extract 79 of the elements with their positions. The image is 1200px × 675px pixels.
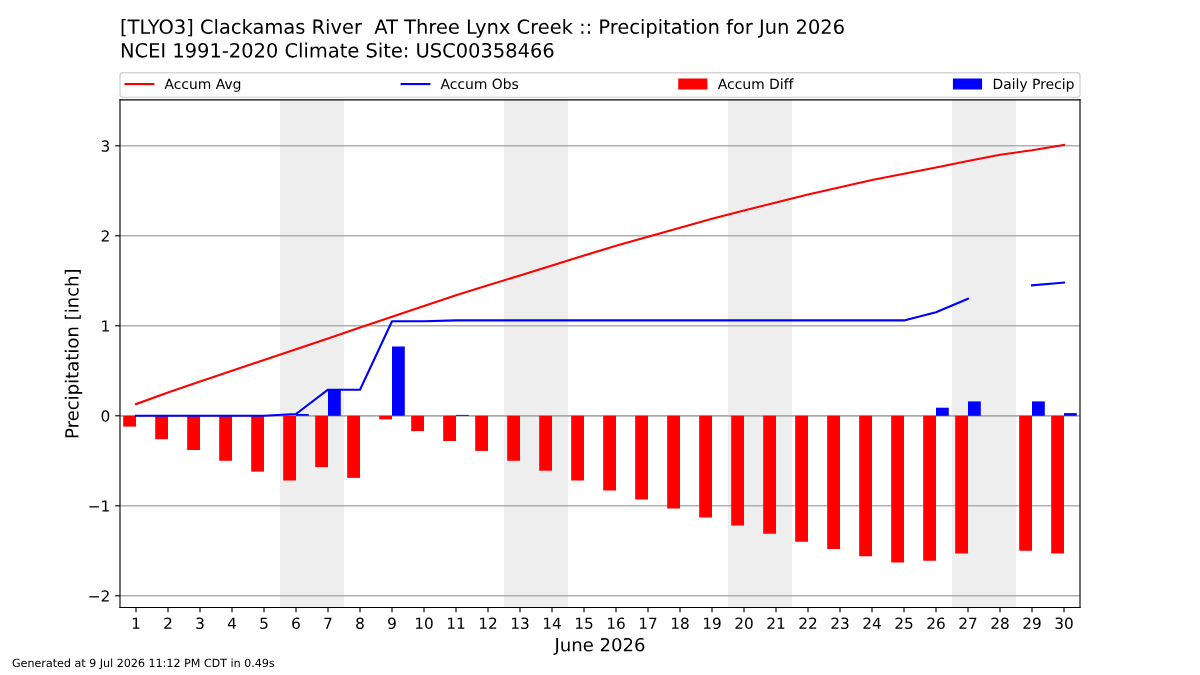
bar	[219, 415, 232, 461]
x-tick-label: 16	[607, 617, 625, 630]
bar	[1032, 401, 1045, 416]
x-tick-label: 9	[388, 617, 396, 630]
bar	[667, 415, 680, 509]
y-tick-label: −2	[89, 590, 109, 602]
x-tick-label: 25	[895, 617, 913, 630]
x-tick-label: 19	[703, 617, 721, 630]
bar	[411, 415, 424, 432]
x-tick-label: 15	[575, 617, 593, 630]
x-tick-label: 3	[196, 617, 204, 630]
bar	[155, 415, 168, 440]
bar	[507, 415, 520, 461]
x-tick-label: 20	[735, 617, 753, 630]
bar	[859, 415, 872, 557]
x-tick-label: 8	[356, 617, 364, 630]
bar	[827, 415, 840, 549]
y-axis-title: Precipitation [inch]	[64, 270, 83, 438]
bar	[923, 415, 936, 561]
bar	[392, 346, 405, 416]
y-tick-label: 0	[101, 410, 110, 422]
y-tick-label: −1	[89, 500, 109, 512]
x-tick-label: 27	[959, 617, 977, 629]
bar	[699, 415, 712, 518]
x-tick-label: 7	[324, 617, 332, 629]
x-tick-label: 10	[415, 617, 433, 630]
x-tick-label: 2	[164, 617, 172, 629]
y-tick-label: 2	[101, 230, 109, 242]
bar	[955, 415, 968, 554]
bar	[283, 415, 296, 481]
x-tick-label: 28	[991, 617, 1009, 630]
chart-title: [TLYO3] Clackamas River AT Three Lynx Creek :: Precipitation for Jun 2026	[121, 18, 844, 38]
bar	[1064, 413, 1077, 416]
x-tick-label: 21	[767, 617, 785, 629]
bar	[635, 415, 648, 500]
x-tick-label: 22	[799, 617, 817, 629]
x-tick-label: 13	[511, 617, 529, 630]
bar	[731, 415, 744, 526]
x-tick-label: 4	[227, 617, 236, 629]
bar	[251, 415, 264, 472]
bar	[1019, 415, 1032, 551]
x-tick-label: 17	[639, 617, 657, 629]
bar	[347, 415, 360, 478]
bar	[539, 415, 552, 471]
bar	[891, 415, 904, 563]
x-tick-label: 1	[132, 617, 140, 629]
x-tick-label: 11	[447, 617, 465, 629]
bar	[187, 415, 200, 450]
x-tick-label: 5	[260, 617, 268, 630]
bar	[603, 415, 616, 491]
x-tick-label: 6	[292, 617, 300, 630]
x-tick-label: 24	[863, 617, 881, 629]
legend-label: Daily Precip	[993, 78, 1074, 92]
x-tick-label: 29	[1023, 617, 1041, 630]
bar	[315, 415, 328, 468]
x-tick-label: 14	[543, 617, 561, 629]
bar	[443, 415, 456, 441]
line-series	[134, 143, 1066, 406]
bar	[123, 415, 136, 427]
x-tick-label: 23	[831, 617, 849, 630]
text: Generated at 9 Jul 2026 11:12 PM CDT in 0.49s	[12, 658, 275, 670]
legend-label: Accum Avg	[164, 78, 241, 92]
x-tick-label: 12	[479, 617, 497, 629]
legend-label: Accum Obs	[440, 78, 519, 90]
bar	[968, 401, 981, 416]
bar	[795, 415, 808, 542]
bar	[475, 415, 488, 451]
bar	[763, 415, 776, 534]
y-tick-label: 1	[102, 320, 109, 332]
x-tick-label: 30	[1055, 617, 1073, 630]
y-tick-label: 3	[101, 140, 110, 152]
legend-label: Accum Diff	[717, 78, 794, 90]
bar	[571, 415, 584, 481]
chart-subtitle: NCEI 1991-2020 Climate Site: USC00358466	[121, 42, 554, 58]
x-tick-label: 26	[927, 617, 945, 630]
bar	[936, 407, 949, 416]
x-tick-label: 18	[671, 617, 689, 630]
x-axis-title: June 2026	[553, 637, 645, 655]
bar	[1051, 415, 1064, 554]
